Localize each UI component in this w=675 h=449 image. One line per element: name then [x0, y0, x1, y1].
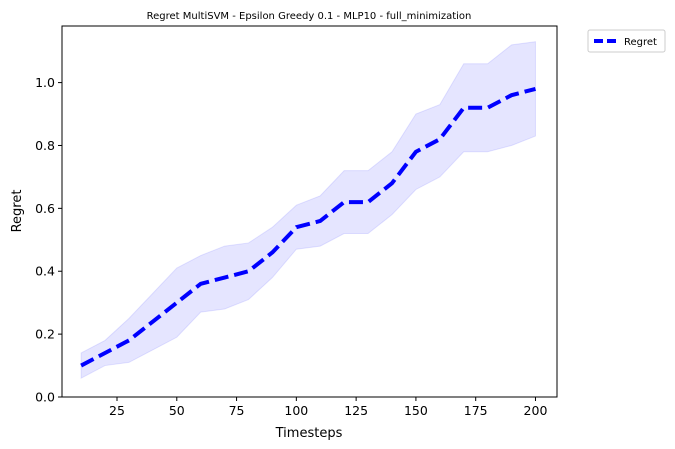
y-tick-label: 0.6 [35, 201, 55, 216]
y-tick-label: 0.4 [35, 264, 55, 279]
y-tick-label: 1.0 [35, 75, 55, 90]
x-tick-label: 25 [109, 403, 125, 418]
x-tick-label: 125 [344, 403, 368, 418]
x-tick-label: 150 [404, 403, 428, 418]
legend-label-regret: Regret [624, 37, 657, 48]
y-tick-label: 0.0 [35, 390, 55, 405]
y-axis-title: Regret [10, 190, 25, 233]
x-tick-label: 75 [229, 403, 245, 418]
series-line-regret [80, 86, 536, 368]
x-axis-title: Timesteps [275, 426, 343, 441]
axes-frame [61, 25, 558, 398]
x-tick-label: 100 [284, 403, 308, 418]
y-axis: 0.0 0.2 0.4 0.6 0.8 1.0 [35, 75, 62, 405]
x-tick-label: 50 [169, 403, 185, 418]
legend: Regret [587, 29, 666, 53]
chart-title: Regret MultiSVM - Epsilon Greedy 0.1 - M… [147, 11, 472, 22]
y-tick-label: 0.8 [35, 138, 55, 153]
plot-area [80, 41, 536, 379]
x-axis: 25 50 75 100 125 150 175 200 [109, 397, 547, 418]
legend-frame [587, 29, 666, 53]
confidence-band [80, 41, 536, 379]
x-tick-label: 200 [524, 403, 548, 418]
x-tick-label: 175 [464, 403, 488, 418]
y-tick-label: 0.2 [35, 327, 55, 342]
